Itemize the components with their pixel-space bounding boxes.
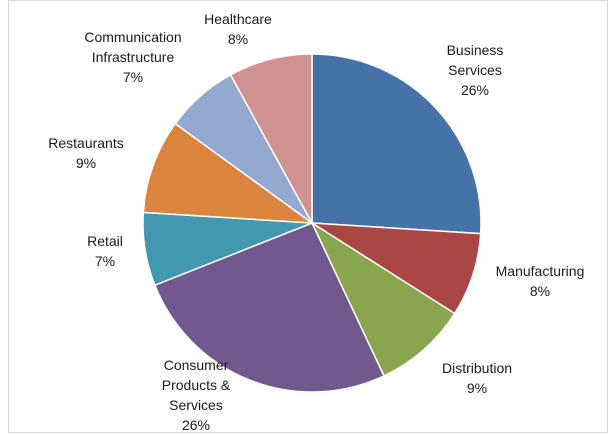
data-label-line: 8% bbox=[228, 31, 248, 47]
data-label-line: Healthcare bbox=[204, 11, 272, 27]
data-label-distribution: Distribution 9% bbox=[442, 360, 512, 396]
data-label-line: Restaurants bbox=[48, 135, 123, 151]
data-label-consumer-products-services: Consumer Products & Services 26% bbox=[162, 357, 231, 433]
pie-slice-healthcare bbox=[229, 53, 313, 224]
data-label-line: 9% bbox=[467, 380, 487, 396]
data-label-line: Business bbox=[447, 42, 504, 58]
data-label-line: 26% bbox=[461, 82, 489, 98]
pie-slice-consumer-products-services bbox=[153, 222, 385, 393]
data-label-restaurants: Restaurants 9% bbox=[48, 135, 123, 171]
data-label-line: Manufacturing bbox=[496, 263, 585, 279]
data-label-healthcare: Healthcare 8% bbox=[204, 11, 272, 47]
data-label-line: 7% bbox=[95, 253, 115, 269]
data-label-manufacturing: Manufacturing 8% bbox=[496, 263, 585, 299]
data-label-line: Services bbox=[448, 62, 502, 78]
data-label-line: Distribution bbox=[442, 360, 512, 376]
data-label-retail: Retail 7% bbox=[87, 233, 123, 269]
data-label-line: Communication bbox=[84, 29, 181, 45]
pie-slice-business-services bbox=[311, 53, 482, 235]
data-label-line: Products & bbox=[162, 377, 231, 393]
data-label-line: Infrastructure bbox=[92, 49, 175, 65]
pie-slice-restaurants bbox=[142, 122, 315, 224]
data-label-line: Retail bbox=[87, 233, 123, 249]
data-label-line: 26% bbox=[182, 417, 210, 433]
data-label-line: 7% bbox=[123, 69, 143, 85]
pie-slice-distribution bbox=[310, 220, 456, 377]
data-label-communication-infrastructure: Communication Infrastructure 7% bbox=[84, 29, 181, 85]
data-label-line: 9% bbox=[76, 155, 96, 171]
data-label-line: Consumer bbox=[164, 357, 229, 373]
data-label-business-services: Business Services 26% bbox=[447, 42, 504, 98]
data-label-line: Services bbox=[169, 397, 223, 413]
data-label-line: 8% bbox=[530, 283, 550, 299]
